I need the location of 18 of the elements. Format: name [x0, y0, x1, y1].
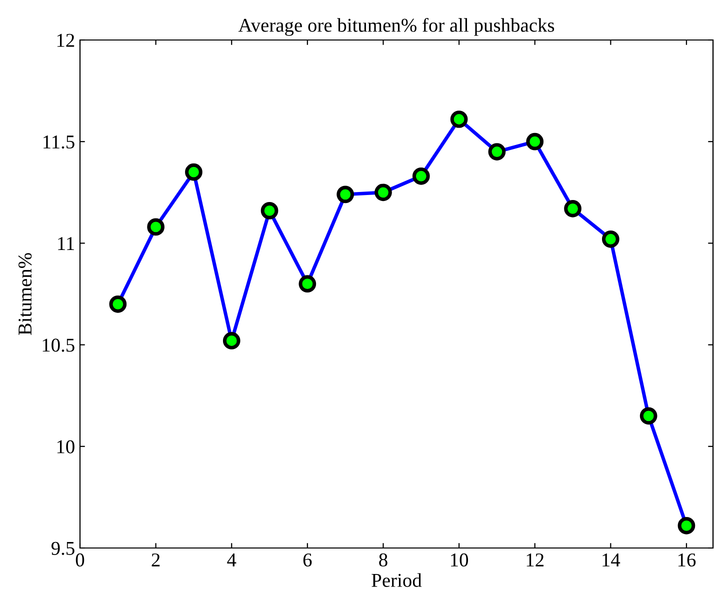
x-tick-label: 8 [379, 553, 388, 567]
x-tick-label: 2 [152, 553, 160, 566]
y-tick-label: 11 [58, 237, 74, 250]
x-tick-label: 16 [678, 553, 696, 567]
x-tick-label: 4 [227, 554, 236, 566]
x-tick-label: 12 [526, 553, 544, 566]
x-tick-label: 0 [76, 553, 84, 567]
y-tick-label: 10 [57, 440, 74, 454]
x-tick-label: 10 [451, 553, 468, 567]
y-axis-title: Bitumen% [18, 253, 32, 336]
x-axis-title: Period [372, 573, 422, 587]
y-tick-label: 11.5 [44, 136, 74, 149]
y-tick-label: 10.5 [42, 338, 74, 352]
y-tick-label: 9.5 [51, 542, 74, 556]
x-tick-label: 14 [602, 554, 620, 566]
y-tick-label: 12 [57, 34, 74, 47]
chart-title: Average ore bitumen% for all pushbacks [238, 18, 554, 36]
x-tick-label: 6 [303, 553, 312, 567]
